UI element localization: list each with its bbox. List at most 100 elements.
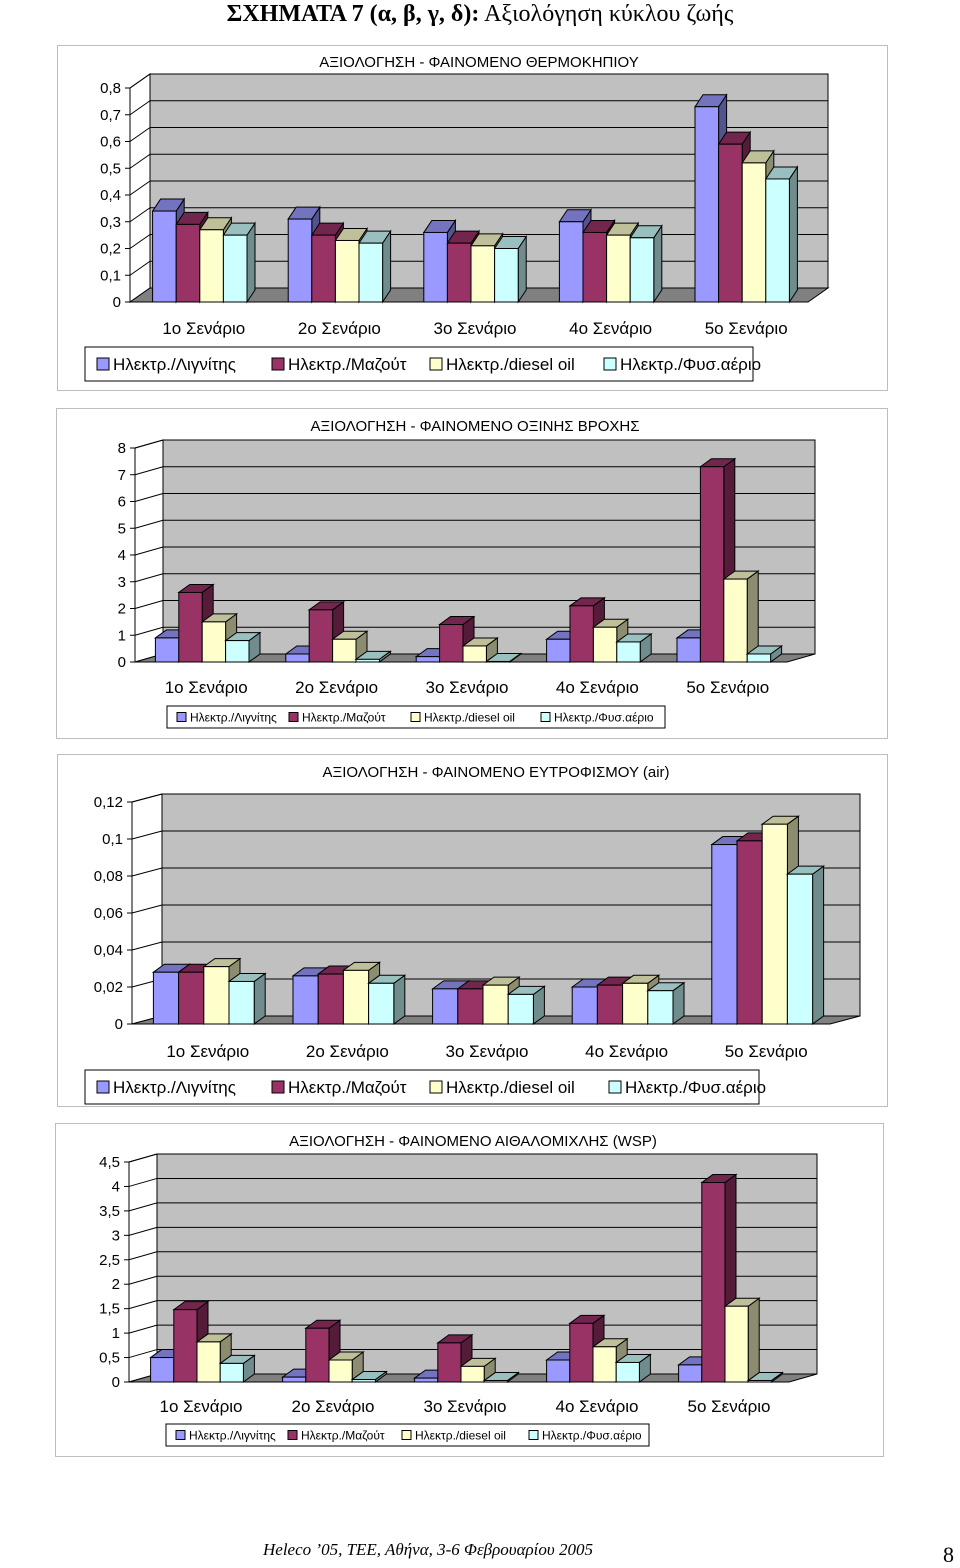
acid-rain-bar-front [285, 653, 310, 663]
greenhouse-bar-front [606, 234, 631, 303]
greenhouse-ytick-label: 0 [113, 294, 121, 311]
smog-bar-front [414, 1377, 439, 1383]
eutrophication-gridline-side [131, 793, 163, 803]
smog-bar-front [678, 1364, 703, 1383]
smog-ytick-label: 1,5 [99, 1301, 120, 1318]
greenhouse-category-label: 1ο Σενάριο [162, 319, 245, 338]
smog-gridline-side [128, 1226, 158, 1236]
eutrophication-legend-label: Ηλεκτρ./diesel oil [446, 1078, 575, 1097]
greenhouse-bar [764, 165, 799, 304]
eutrophication-bar-front [317, 973, 344, 1025]
smog-bar-front [724, 1305, 749, 1383]
eutrophication-bar-side [253, 972, 266, 1025]
smog-legend-label: Ηλεκτρ./Μαζούτ [301, 1428, 385, 1442]
acid-rain-bar [461, 636, 499, 663]
smog-ytick-label: 0 [112, 1374, 120, 1391]
greenhouse-gridline-side [129, 207, 151, 223]
greenhouse-legend: Ηλεκτρ./Λιγνίτης Ηλεκτρ./Μαζούτ Ηλεκτρ./di… [84, 346, 761, 382]
eutrophication-bar [367, 974, 407, 1025]
smog-gridline-side [128, 1275, 158, 1285]
acid-rain-bar-front [308, 609, 334, 663]
smog-gridline-side [128, 1202, 158, 1212]
acid-rain-bar [722, 570, 760, 663]
eutrophication-bar-front [178, 971, 205, 1025]
eutrophication-bar-front [507, 993, 534, 1025]
acid-rain-legend-label: Ηλεκτρ./Μαζούτ [302, 710, 386, 724]
acid-rain-bar-front [676, 637, 701, 663]
smog-gridline-side [128, 1324, 158, 1334]
acid-rain-gridline-side [134, 573, 164, 583]
eutrophication-gridline-side [131, 904, 163, 914]
chart-greenhouse: ΑΞΙΟΛΟΓΗΣΗ - ΦΑΙΝΟΜΕΝΟ ΘΕΡΜΟΚΗΠΙΟΥ 0 0,1 0,… [57, 45, 888, 391]
greenhouse-bar-front [287, 218, 313, 303]
smog-legend-label: Ηλεκτρ./diesel oil [415, 1428, 506, 1442]
acid-rain-legend: Ηλεκτρ./Λιγνίτης Ηλεκτρ./Μαζούτ Ηλεκτρ./di… [166, 705, 666, 729]
greenhouse-bar-front [311, 234, 336, 303]
eutrophication-bar [785, 865, 826, 1025]
greenhouse-legend-swatch [96, 357, 110, 371]
smog-legend-label: Ηλεκτρ./Λιγνίτης [189, 1428, 276, 1442]
acid-rain-bar [745, 644, 784, 663]
acid-rain-bar-front [546, 638, 571, 663]
eutrophication-ytick-label: 0,02 [94, 979, 123, 996]
eutrophication-legend-swatch [96, 1080, 110, 1094]
greenhouse-bar-front [199, 229, 224, 303]
acid-rain-bar [615, 632, 653, 663]
greenhouse-category-label: 5ο Σενάριο [705, 319, 788, 338]
chart-smog-svg: ΑΞΙΟΛΟΓΗΣΗ - ΦΑΙΝΟΜΕΝΟ ΑΙΘΑΛΟΜΙΧΛΗΣ (WSP… [99, 1133, 818, 1447]
greenhouse-bar-front [175, 223, 201, 303]
smog-bar [482, 1371, 520, 1383]
smog-legend-swatch [401, 1430, 412, 1440]
eutrophication-bar-front [596, 984, 624, 1025]
acid-rain-bar [484, 652, 523, 663]
smog-bar-front [196, 1341, 221, 1383]
acid-rain-bar-front [332, 638, 357, 663]
smog-bar-front [460, 1365, 485, 1383]
acid-rain-gridline-side [134, 493, 164, 502]
acid-rain-bar [224, 631, 262, 663]
smog-bar-front [569, 1322, 594, 1383]
greenhouse-bar-front [423, 231, 448, 303]
eutrophication-bar-front [761, 823, 788, 1025]
acid-rain-ytick-label: 5 [118, 520, 126, 537]
eutrophication-legend-swatch [429, 1080, 443, 1094]
chart-acid-rain: ΑΞΙΟΛΟΓΗΣΗ - ΦΑΙΝΟΜΕΝΟ ΟΞΙΝΗΣ ΒΡΟΧΗΣ 0 1 2 3… [56, 408, 888, 739]
greenhouse-bar-front [582, 231, 608, 303]
acid-rain-gridline-side [134, 546, 164, 556]
greenhouse-bar-front [358, 242, 384, 303]
chart-acid-rain-svg: ΑΞΙΟΛΟΓΗΣΗ - ΦΑΙΝΟΜΕΝΟ ΟΞΙΝΗΣ ΒΡΟΧΗΣ 0 1 2 3… [118, 418, 816, 729]
greenhouse-ytick-label: 0,6 [100, 134, 121, 151]
acid-rain-bar-front [723, 578, 748, 663]
smog-bar-front [546, 1359, 571, 1383]
acid-rain-ytick-label: 6 [118, 494, 126, 511]
acid-rain-bar [354, 650, 392, 663]
smog-legend-swatch [528, 1430, 539, 1440]
greenhouse-ytick-label: 0,1 [100, 267, 121, 284]
greenhouse-bar-front [446, 242, 472, 303]
smog-gridline-side [128, 1300, 158, 1310]
greenhouse-legend-label: Ηλεκτρ./diesel oil [446, 355, 575, 374]
acid-rain-bar [698, 457, 737, 663]
smog-bar-front [615, 1361, 640, 1383]
acid-rain-legend-swatch [288, 712, 299, 722]
greenhouse-legend-label: Ηλεκτρ./Φυσ.αέριο [620, 355, 761, 374]
smog-bar-front [219, 1362, 244, 1383]
smog-bar-front [351, 1379, 376, 1383]
eutrophication-bar-front [228, 980, 255, 1025]
smog-bar [459, 1357, 497, 1383]
eutrophication-bar-front [432, 988, 459, 1025]
acid-rain-gridline-side [134, 519, 164, 529]
acid-rain-legend-label: Ηλεκτρ./diesel oil [424, 710, 515, 724]
acid-rain-gridline-side [134, 600, 164, 609]
greenhouse-bar-front [334, 239, 360, 303]
smog-legend-label: Ηλεκτρ./Φυσ.αέριο [542, 1428, 642, 1442]
smog-bar [723, 1297, 761, 1383]
eutrophication-bar-front [292, 975, 319, 1025]
greenhouse-bar-front [494, 248, 519, 303]
smog-gridline-side [128, 1153, 158, 1163]
eutrophication-gridline-side [131, 941, 163, 951]
greenhouse-gridline-side [129, 153, 151, 169]
greenhouse-bar-side [653, 224, 663, 304]
eutrophication-category-label: 3ο Σενάριο [446, 1042, 529, 1061]
smog-bar-front [592, 1346, 617, 1383]
